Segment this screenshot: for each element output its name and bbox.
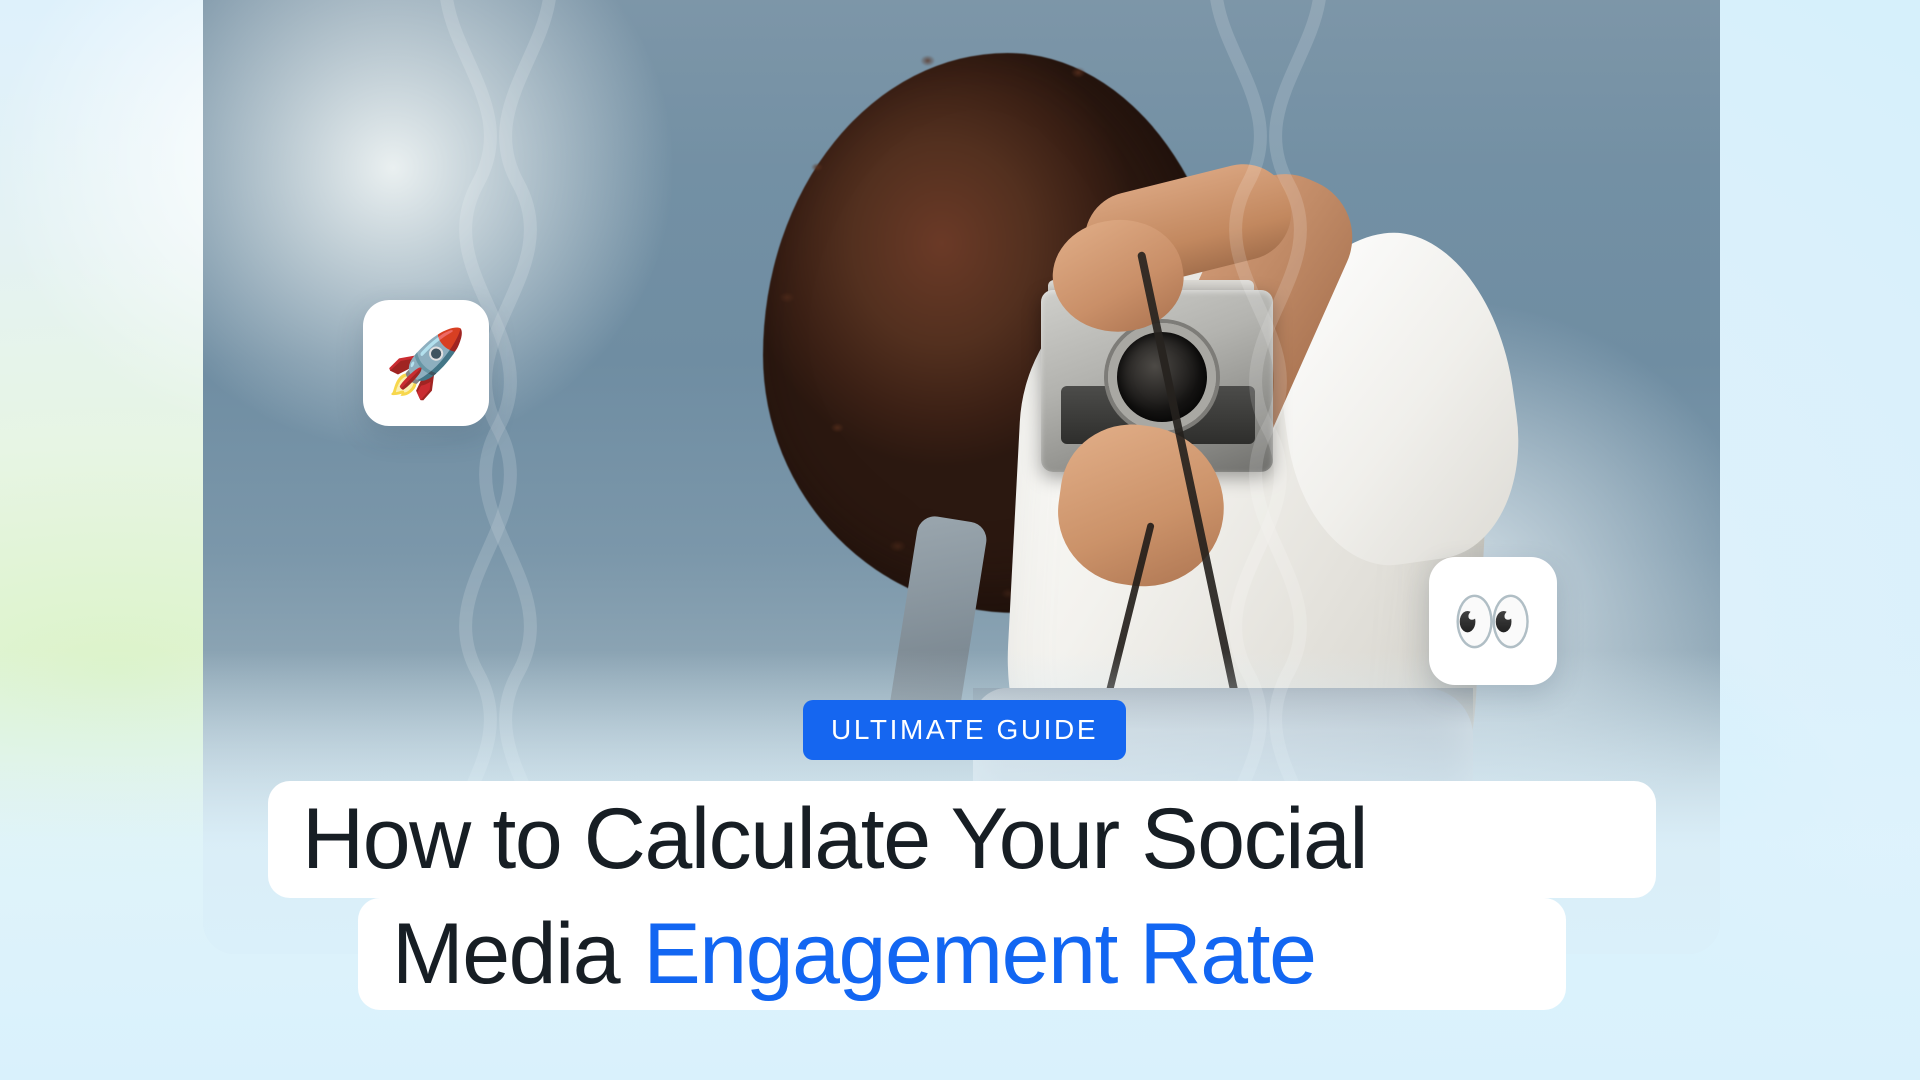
eyes-icon: 👀 xyxy=(1451,584,1535,658)
photo-haze-left xyxy=(203,0,783,558)
category-badge-label: ULTIMATE GUIDE xyxy=(831,714,1099,745)
headline-line-2-plain: Media xyxy=(392,905,621,1002)
headline-line-2-accent: Engagement Rate xyxy=(643,905,1317,1002)
category-badge: ULTIMATE GUIDE xyxy=(803,700,1127,760)
eyes-sticker: 👀 xyxy=(1429,557,1557,685)
headline-line-1-text: How to Calculate Your Social xyxy=(302,791,1369,887)
rocket-sticker: 🚀 xyxy=(363,300,489,426)
rocket-icon: 🚀 xyxy=(384,326,468,400)
headline-line-2: Media Engagement Rate xyxy=(358,898,1566,1010)
headline-line-1: How to Calculate Your Social xyxy=(268,781,1656,898)
